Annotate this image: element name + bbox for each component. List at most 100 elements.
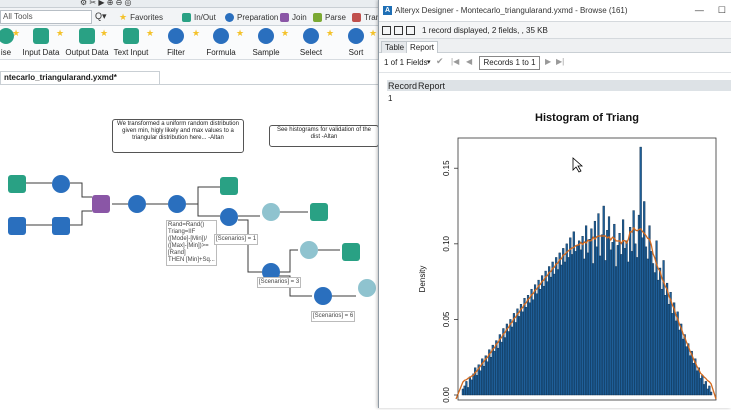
first-record-icon[interactable]: |◀ bbox=[451, 57, 460, 66]
histogram-node-3[interactable] bbox=[358, 279, 376, 297]
histogram-bar bbox=[546, 281, 549, 396]
histogram-bar bbox=[657, 279, 660, 396]
check-icon[interactable]: ✔ bbox=[436, 56, 444, 66]
category-transform[interactable]: Tran bbox=[352, 11, 380, 23]
tab-table[interactable]: Table bbox=[381, 41, 409, 53]
append-fields-node[interactable] bbox=[92, 195, 110, 213]
filter-node-1[interactable] bbox=[220, 208, 238, 226]
browse-node-2[interactable] bbox=[310, 203, 328, 221]
column-header-report[interactable]: Report bbox=[418, 81, 446, 91]
parse-icon bbox=[313, 12, 322, 22]
text-input-node[interactable] bbox=[8, 175, 26, 193]
tool-browse[interactable]: ise bbox=[0, 28, 30, 57]
minimize-button[interactable]: — bbox=[694, 5, 704, 15]
search-dropdown-icon[interactable]: Q▾ bbox=[95, 11, 107, 21]
histogram-bar bbox=[618, 233, 621, 396]
histogram-bar bbox=[484, 355, 487, 396]
browse-node-3[interactable] bbox=[342, 243, 360, 261]
histogram-bar bbox=[491, 344, 494, 396]
maximize-button[interactable]: ☐ bbox=[717, 5, 726, 15]
histogram-bar bbox=[625, 240, 628, 396]
previous-record-icon[interactable]: ◀ bbox=[466, 57, 473, 66]
input-node-3[interactable] bbox=[52, 217, 70, 235]
histogram-bar bbox=[570, 254, 574, 396]
layout-icon-3[interactable] bbox=[406, 26, 415, 35]
window-controls: — ☐ bbox=[695, 5, 726, 16]
favorite-star-icon: ★ bbox=[236, 28, 245, 38]
histogram-bar bbox=[493, 350, 496, 396]
tab-report[interactable]: Report bbox=[406, 41, 439, 53]
histogram-bar bbox=[620, 254, 623, 396]
browse-icon bbox=[0, 28, 14, 44]
histogram-bar bbox=[592, 263, 595, 396]
histogram-bar bbox=[627, 261, 630, 396]
sample-icon bbox=[258, 28, 274, 44]
category-parse[interactable]: Parse bbox=[313, 11, 346, 23]
mouse-cursor-icon bbox=[572, 157, 584, 173]
tool-select[interactable]: Select bbox=[287, 28, 335, 57]
tool-search-input[interactable]: All Tools bbox=[0, 10, 92, 24]
histogram-bar bbox=[644, 246, 648, 396]
formula-annotation: Rand=Rand() Triang=IIF ([Mode]-[Min])/ (… bbox=[166, 220, 217, 266]
histogram-bar bbox=[609, 249, 612, 396]
column-header-record[interactable]: Record bbox=[388, 81, 418, 91]
last-record-icon[interactable]: ▶| bbox=[556, 57, 565, 66]
histogram-bar bbox=[532, 299, 535, 396]
histogram-bar bbox=[685, 346, 688, 396]
y-tick-label: 0.15 bbox=[442, 160, 451, 176]
comment-box-transform[interactable]: We transformed a uniform random distribu… bbox=[112, 119, 244, 153]
comment-box-histograms[interactable]: See histograms for validation of the dis… bbox=[269, 125, 379, 147]
fields-selector[interactable]: 1 of 1 Fields bbox=[384, 58, 428, 67]
category-preparation[interactable]: Preparation bbox=[225, 11, 278, 23]
next-record-icon[interactable]: ▶ bbox=[545, 57, 552, 66]
histogram-bar bbox=[634, 243, 637, 396]
histogram-bar bbox=[461, 388, 464, 396]
toolbar-icons[interactable]: ⚙ ✂ ▶ ⊕ ⊖ ◎ bbox=[80, 0, 132, 7]
histogram-node-1[interactable] bbox=[262, 203, 280, 221]
plot-frame bbox=[457, 137, 717, 401]
favorite-star-icon: ★ bbox=[146, 28, 155, 38]
histogram-bar bbox=[629, 226, 632, 396]
browse-node-1[interactable] bbox=[220, 177, 238, 195]
tool-sort[interactable]: Sort bbox=[332, 28, 380, 57]
histogram-bar bbox=[710, 391, 713, 396]
favorite-star-icon: ★ bbox=[192, 28, 201, 38]
histogram-bar bbox=[593, 220, 596, 396]
input-data-icon bbox=[33, 28, 49, 44]
select-node[interactable] bbox=[128, 195, 146, 213]
category-favorites[interactable]: ★ Favorites bbox=[119, 11, 163, 23]
tool-filter[interactable]: Filter bbox=[152, 28, 200, 57]
input-node-2[interactable] bbox=[8, 217, 26, 235]
tool-sample[interactable]: Sample bbox=[242, 28, 290, 57]
histogram-node-2[interactable] bbox=[300, 241, 318, 259]
category-in-out[interactable]: In/Out bbox=[182, 11, 216, 23]
formula-node[interactable] bbox=[168, 195, 186, 213]
histogram-bar bbox=[699, 378, 702, 396]
layout-icon-1[interactable] bbox=[382, 26, 391, 35]
tool-formula[interactable]: Formula bbox=[197, 28, 245, 57]
histogram-bar bbox=[616, 245, 619, 396]
histogram-bar bbox=[562, 248, 565, 396]
layout-icon-2[interactable] bbox=[394, 26, 403, 35]
category-join[interactable]: Join bbox=[280, 11, 307, 23]
histogram-bar bbox=[502, 328, 505, 396]
histogram-bar bbox=[542, 285, 545, 396]
generate-rows-node[interactable] bbox=[52, 175, 70, 193]
filter-node-3[interactable] bbox=[314, 287, 332, 305]
histogram-bar bbox=[500, 341, 503, 396]
records-range-box[interactable]: Records 1 to 1 bbox=[479, 56, 540, 70]
histogram-bar bbox=[563, 261, 567, 396]
tool-text-input[interactable]: Text Input bbox=[107, 28, 155, 57]
in-out-icon bbox=[182, 12, 191, 22]
histogram-bar bbox=[676, 311, 679, 396]
histogram-bar bbox=[556, 269, 560, 396]
fields-dropdown-icon[interactable]: ▾ bbox=[427, 59, 431, 66]
filter-node-2[interactable] bbox=[262, 263, 280, 281]
tool-input-data[interactable]: Input Data bbox=[17, 28, 65, 57]
histogram-bar bbox=[479, 370, 482, 396]
histogram-bar bbox=[511, 326, 514, 396]
workflow-tab[interactable]: ntecarlo_triangularand.yxmd* bbox=[0, 71, 160, 84]
filter-icon bbox=[168, 28, 184, 44]
histogram-bar bbox=[498, 334, 501, 396]
tool-output-data[interactable]: Output Data bbox=[63, 28, 111, 57]
